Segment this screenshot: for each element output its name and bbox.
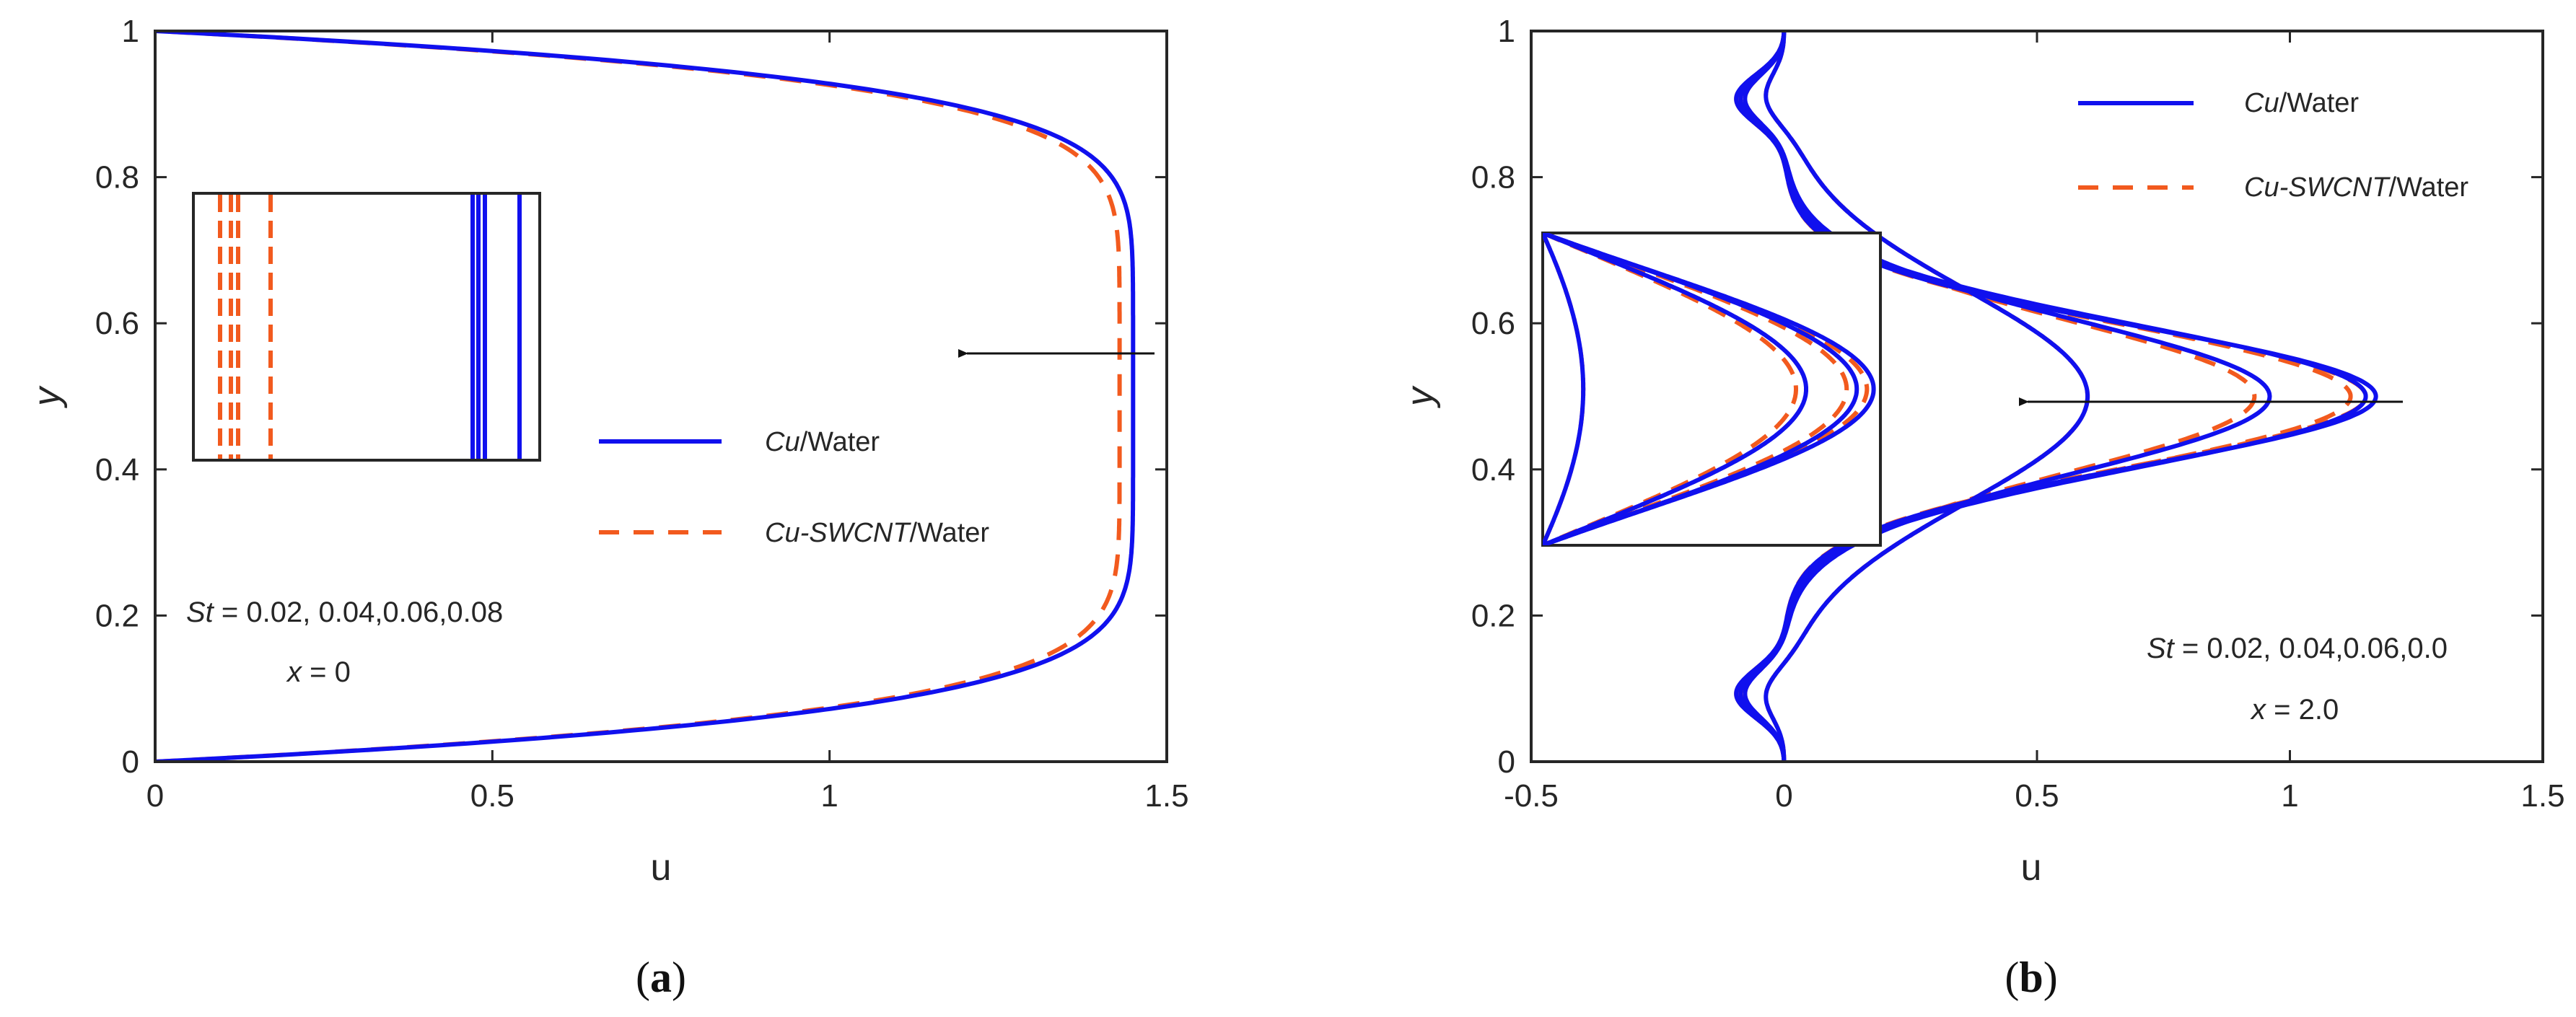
x-tick-label-b: 0.5 — [2015, 778, 2059, 814]
annotation-x-a: x = 0 — [286, 656, 351, 688]
annotation-x-b: x = 2.0 — [2250, 694, 2339, 726]
panel-caption-a: (a) — [636, 954, 686, 1001]
y-tick-label-b: 1 — [1498, 14, 1515, 49]
axis-ticks-b: -0.5 0 0.5 1 1.500.20.40.60.81 — [1471, 14, 2565, 814]
x-tick-label-a: 0 — [146, 778, 164, 814]
y-tick-label-a: 0.4 — [95, 452, 139, 488]
y-tick-label-b: 0.6 — [1471, 306, 1515, 341]
legend-b: Cu/Water Cu-SWCNT/Water — [2078, 88, 2468, 203]
x-tick-label-a: 1.5 — [1144, 778, 1188, 814]
y-tick-label-a: 0.2 — [95, 598, 139, 633]
legend-label-cu-swcnt-a: Cu-SWCNT/Water — [765, 518, 989, 548]
inset-curve-b — [1543, 233, 1586, 545]
y-tick-label-a: 0.8 — [95, 160, 139, 195]
y-tick-label-b: 0.8 — [1471, 160, 1515, 195]
series-line-cu-water-b — [1764, 31, 2090, 762]
y-tick-label-b: 0.4 — [1471, 452, 1515, 488]
annotation-st-b: St = 0.02, 0.04,0.06,0.0 — [2147, 633, 2448, 664]
x-tick-label-b: 1 — [2281, 778, 2298, 814]
inset-curves-b — [1543, 233, 1876, 545]
y-axis-label-a: y — [26, 385, 68, 408]
y-tick-label-b: 0.2 — [1471, 598, 1515, 633]
x-tick-label-b: 0 — [1775, 778, 1792, 814]
inset-curve-b — [1543, 233, 1808, 545]
y-tick-label-b: 0 — [1498, 744, 1515, 780]
curves-b — [1734, 31, 2378, 762]
legend-label-cu-water-b: Cu/Water — [2244, 88, 2359, 118]
x-tick-label-a: 0.5 — [470, 778, 514, 814]
x-axis-label-b: u — [2021, 847, 2042, 889]
legend-label-cu-water-a: Cu/Water — [765, 427, 880, 457]
y-axis-label-b: y — [1399, 385, 1441, 408]
legend-a: Cu/Water Cu-SWCNT/Water — [599, 427, 989, 548]
y-tick-label-a: 0.6 — [95, 306, 139, 341]
inset-curve-b — [1543, 233, 1859, 545]
series-line-cu-water-a — [155, 31, 1136, 762]
legend-label-cu-swcnt-b: Cu-SWCNT/Water — [2244, 172, 2468, 203]
y-tick-label-a: 0 — [122, 744, 139, 780]
y-tick-label-a: 1 — [122, 14, 139, 49]
series-line-cu-swcnt-a — [155, 31, 1122, 762]
plot-frame-a — [154, 30, 1168, 763]
series-line-cu-water-b — [1743, 31, 2272, 762]
inset-frame-a — [192, 192, 541, 462]
x-tick-label-a: 1 — [820, 778, 838, 814]
inset-lines-a — [218, 195, 522, 459]
chart-panel-b: -0.5 0 0.5 1 1.500.20.40.60.81 Cu/Water Cu-S… — [1399, 14, 2565, 1001]
x-axis-label-a: u — [651, 847, 672, 889]
annotation-st-a: St = 0.02, 0.04,0.06,0.08 — [186, 596, 503, 628]
x-tick-label-b: 1.5 — [2520, 778, 2564, 814]
inset-b — [1541, 232, 1882, 547]
inset-frame-b — [1541, 232, 1882, 547]
x-tick-label-b: -0.5 — [1504, 778, 1559, 814]
curves-a — [155, 31, 1136, 762]
panel-caption-b: (b) — [2005, 954, 2057, 1001]
plot-frame-b — [1530, 30, 2544, 763]
chart-panel-a: 0 0.5 1 1.5 0 0.2 0.4 0.6 0.8 1 Cu/Water Cu-SWCNT… — [26, 14, 1189, 1001]
inset-a — [192, 192, 541, 462]
axis-ticks-a: 0 0.5 1 1.5 0 0.2 0.4 0.6 0.8 1 — [95, 14, 1189, 814]
